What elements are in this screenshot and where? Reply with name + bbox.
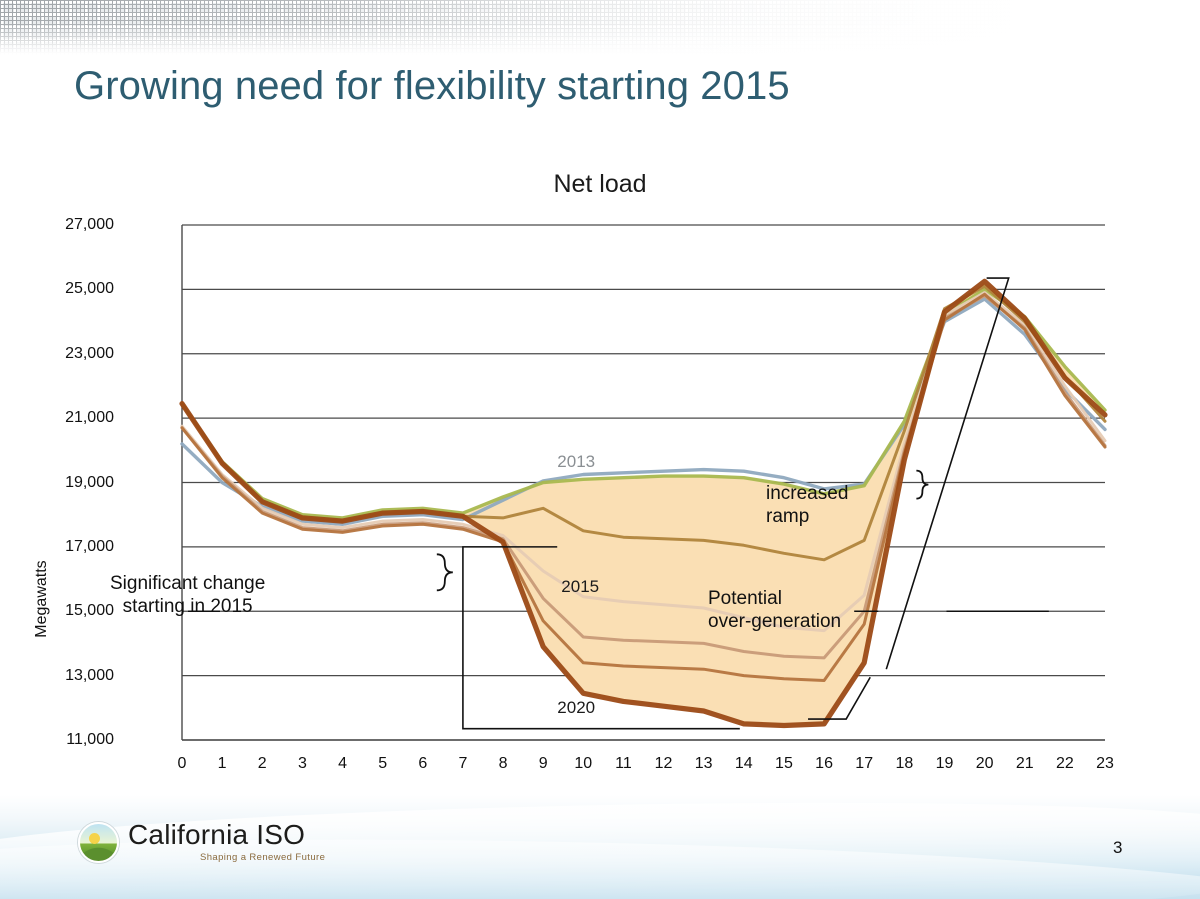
brand-tagline: Shaping a Renewed Future — [200, 852, 326, 863]
series-label-2013: 2013 — [557, 451, 596, 471]
y-tick-17000: 17,000 — [65, 537, 114, 555]
y-tick-13000: 13,000 — [65, 666, 114, 684]
page-title: Growing need for flexibility starting 20… — [74, 64, 790, 108]
y-tick-21000: 21,000 — [65, 409, 114, 427]
x-tick-12: 12 — [654, 755, 673, 772]
y-tick-19000: 19,000 — [65, 473, 114, 491]
x-tick-4: 4 — [338, 755, 347, 772]
y-tick-15000: 15,000 — [65, 602, 114, 620]
y-tick-27000: 27,000 — [65, 216, 114, 233]
x-tick-0: 0 — [177, 755, 187, 772]
x-tick-16: 16 — [815, 755, 833, 772]
x-tick-9: 9 — [538, 755, 548, 772]
logo-text-block: California ISO Shaping a Renewed Future — [128, 819, 326, 864]
x-tick-22: 22 — [1055, 755, 1074, 772]
sun-icon — [89, 832, 100, 844]
california-iso-logo: California ISO Shaping a Renewed Future — [78, 821, 325, 863]
x-tick-20: 20 — [975, 755, 994, 772]
brand-name: California ISO — [128, 819, 306, 850]
x-tick-21: 21 — [1015, 755, 1034, 772]
x-tick-19: 19 — [935, 755, 954, 772]
x-axis-tick-labels: 0 1 2 3 4 5 6 7 8 9 10 11 12 13 14 15 16 17 18 19 20 21 22 23 — [0, 755, 1200, 785]
x-tick-5: 5 — [378, 755, 388, 772]
y-tick-11000: 11,000 — [66, 731, 114, 748]
x-tick-17: 17 — [855, 755, 874, 772]
sun-over-hills-icon — [78, 821, 119, 863]
x-tick-3: 3 — [297, 755, 307, 772]
x-tick-18: 18 — [895, 755, 914, 772]
x-tick-2: 2 — [257, 755, 267, 772]
page-number: 3 — [1113, 838, 1123, 857]
y-tick-23000: 23,000 — [65, 344, 114, 362]
y-axis-tick-labels: 11,000 13,000 15,000 17,000 19,000 21,000 23,0… — [30, 150, 114, 750]
band-fade-overlay — [0, 0, 1200, 56]
chart-title: Net load — [553, 170, 647, 198]
x-tick-15: 15 — [775, 755, 793, 772]
x-tick-14: 14 — [734, 755, 753, 772]
plot-area — [179, 224, 1108, 741]
x-tick-10: 10 — [574, 755, 593, 772]
annotation-potential-over-generation: Potential over-generation — [708, 588, 842, 633]
x-tick-1: 1 — [217, 755, 227, 772]
net-load-chart: Net load Megawatts 11,000 13,000 15,000 17,… — [0, 150, 1200, 800]
y-tick-25000: 25,000 — [65, 280, 114, 298]
series-label-2015: 2015 — [561, 577, 600, 597]
x-tick-11: 11 — [615, 755, 632, 772]
x-tick-7: 7 — [458, 755, 468, 772]
band-underline — [0, 52, 1200, 57]
series-label-2020: 2020 — [557, 697, 596, 717]
annotation-increased-ramp: increased ramp — [766, 483, 849, 528]
annotation-significant-change: Significant change starting in 2015 — [110, 573, 266, 618]
x-tick-23: 23 — [1096, 755, 1114, 772]
x-tick-6: 6 — [418, 755, 428, 772]
x-tick-8: 8 — [498, 755, 508, 772]
x-tick-13: 13 — [694, 755, 713, 772]
slide-footer: California ISO Shaping a Renewed Future — [0, 795, 1200, 899]
